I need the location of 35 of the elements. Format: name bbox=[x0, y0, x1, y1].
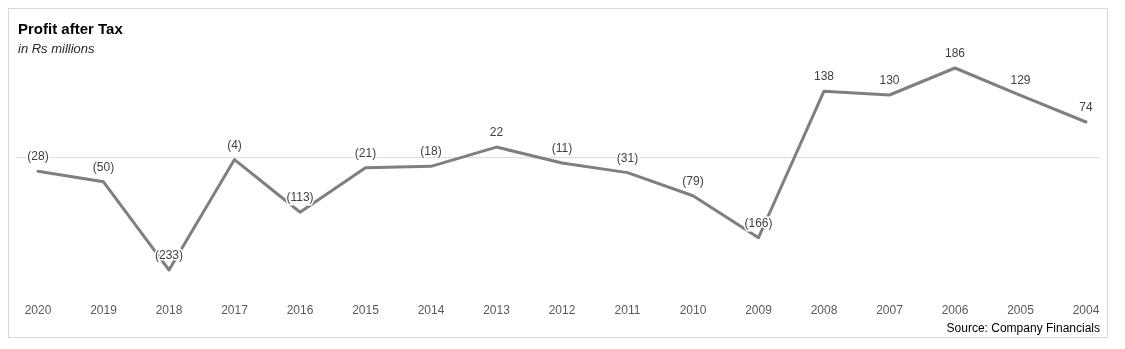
x-tick-label: 2020 bbox=[24, 303, 52, 317]
data-label: (113) bbox=[286, 190, 314, 205]
data-label: 130 bbox=[879, 73, 900, 87]
chart-subtitle: in Rs millions bbox=[18, 41, 96, 56]
data-label: (79) bbox=[682, 173, 704, 188]
data-label: 129 bbox=[1010, 73, 1031, 88]
data-label: (31) bbox=[616, 150, 639, 165]
x-tick-label: 2013 bbox=[483, 303, 511, 317]
data-label: 74 bbox=[1079, 100, 1093, 114]
data-label: (28) bbox=[27, 149, 49, 164]
data-label: 138 bbox=[813, 69, 835, 84]
x-tick-label: 2004 bbox=[1072, 303, 1100, 317]
x-tick-label: 2005 bbox=[1007, 303, 1035, 317]
x-tick-label: 2007 bbox=[876, 303, 904, 317]
x-tick-label: 2009 bbox=[745, 303, 773, 317]
x-tick-label: 2006 bbox=[941, 303, 969, 317]
data-label: (21) bbox=[354, 145, 377, 160]
x-tick-label: 2010 bbox=[679, 303, 707, 317]
data-label: (4) bbox=[227, 137, 242, 152]
x-tick-label: 2008 bbox=[810, 303, 838, 317]
x-tick-label: 2012 bbox=[548, 303, 576, 317]
data-label: (50) bbox=[92, 159, 115, 174]
x-tick-label: 2018 bbox=[155, 303, 183, 317]
x-tick-label: 2019 bbox=[90, 303, 118, 317]
data-label: 186 bbox=[944, 46, 966, 60]
data-label: (18) bbox=[420, 144, 442, 159]
x-tick-label: 2015 bbox=[352, 303, 380, 317]
chart-title: Profit after Tax bbox=[18, 20, 124, 37]
x-tick-label: 2011 bbox=[614, 303, 641, 317]
data-label: (11) bbox=[551, 140, 573, 155]
x-tick-label: 2014 bbox=[417, 303, 445, 317]
x-tick-label: 2016 bbox=[286, 303, 314, 317]
x-tick-label: 2017 bbox=[221, 303, 249, 317]
data-label: 22 bbox=[489, 125, 504, 140]
source-note: Source: Company Financials bbox=[946, 321, 1100, 335]
